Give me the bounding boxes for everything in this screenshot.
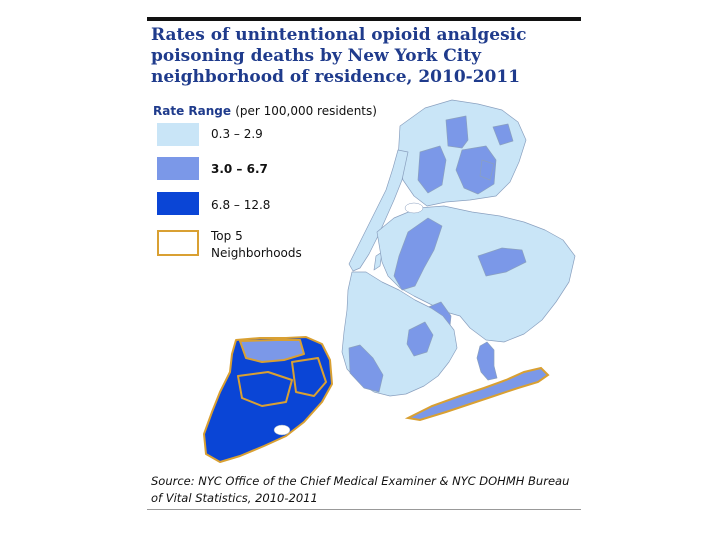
lake-1 bbox=[273, 424, 291, 436]
legend-label-low: 0.3 – 2.9 bbox=[211, 127, 263, 141]
legend-label-high: 6.8 – 12.8 bbox=[211, 198, 271, 212]
staten-island-north-shore bbox=[239, 339, 305, 363]
title-line-2: poisoning deaths by New York City bbox=[151, 46, 481, 66]
map-title: Rates of unintentional opioid analgesic … bbox=[151, 25, 571, 88]
title-line-1: Rates of unintentional opioid analgesic bbox=[151, 25, 527, 45]
source-line-2: of Vital Statistics, 2010-2011 bbox=[151, 491, 318, 505]
legend-top5-line-2: Neighborhoods bbox=[211, 246, 302, 260]
lake-2 bbox=[404, 202, 424, 214]
queens-neighborhood-1 bbox=[393, 217, 443, 291]
legend-label-medium: 3.0 – 6.7 bbox=[211, 162, 268, 176]
legend-heading-text: Rate Range bbox=[153, 104, 231, 118]
bottom-rule bbox=[147, 509, 581, 510]
jamaica-bay-neighborhood bbox=[476, 341, 498, 381]
queens-neighborhood-2 bbox=[477, 247, 527, 277]
rockaway-peninsula bbox=[404, 366, 550, 422]
legend-label-top5: Top 5 Neighborhoods bbox=[211, 228, 302, 262]
manhattan-borough bbox=[348, 149, 409, 272]
bronx-neighborhood-5 bbox=[479, 159, 495, 181]
legend-swatch-low bbox=[157, 123, 199, 146]
bronx-neighborhood-3 bbox=[455, 145, 497, 195]
brooklyn-neighborhood-1 bbox=[348, 344, 384, 393]
source-line-1: Source: NYC Office of the Chief Medical … bbox=[151, 474, 570, 488]
roosevelt-island bbox=[373, 251, 383, 271]
title-line-3: neighborhood of residence, 2010-2011 bbox=[151, 67, 521, 87]
legend-heading-units: (per 100,000 residents) bbox=[235, 104, 377, 118]
legend-top5-line-1: Top 5 bbox=[211, 229, 243, 243]
source-note: Source: NYC Office of the Chief Medical … bbox=[151, 473, 576, 507]
legend-swatch-medium bbox=[157, 157, 199, 180]
brooklyn-neighborhood-2 bbox=[406, 321, 434, 357]
bronx-neighborhood-4 bbox=[492, 123, 514, 146]
legend-swatch-high bbox=[157, 192, 199, 215]
staten-island-district-2 bbox=[291, 357, 327, 397]
legend-heading: Rate Range (per 100,000 residents) bbox=[153, 104, 377, 118]
bronx-neighborhood-2 bbox=[445, 115, 469, 149]
bronx-neighborhood-1 bbox=[417, 145, 447, 194]
staten-island-district-1 bbox=[237, 371, 293, 407]
top-rule bbox=[147, 17, 581, 21]
legend-swatch-top5 bbox=[157, 230, 199, 256]
